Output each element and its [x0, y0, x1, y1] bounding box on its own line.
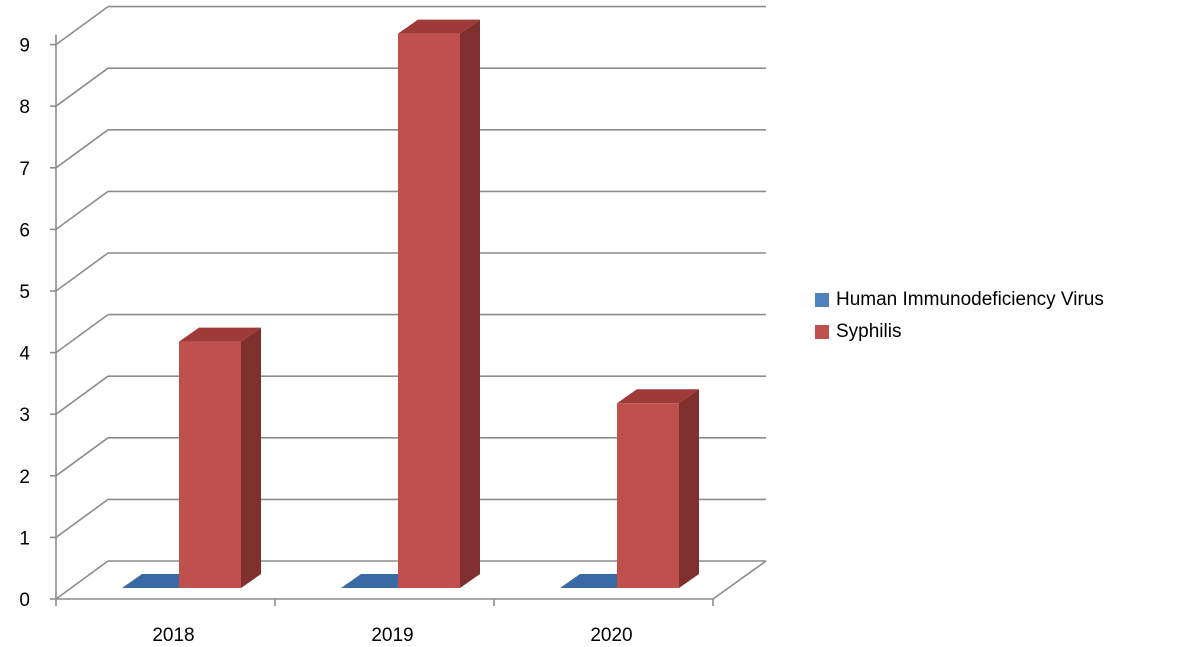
y-tick-label: 2 [19, 467, 30, 488]
bar-side [241, 327, 261, 588]
legend-swatch-syphilis [815, 325, 829, 339]
bar-side [460, 19, 480, 589]
y-tick-label: 7 [19, 159, 30, 180]
y-tick-label: 0 [19, 590, 30, 611]
x-tick-label: 2018 [152, 625, 194, 646]
bar-top [617, 389, 699, 404]
y-tick-label: 8 [19, 97, 30, 118]
y-tick-label: 6 [19, 220, 30, 241]
gridline-side [55, 375, 109, 415]
bar [617, 403, 679, 588]
x-tick-label: 2019 [371, 625, 413, 646]
bar [398, 33, 460, 589]
y-tick-label: 5 [19, 282, 30, 303]
legend-label-hiv: Human Immunodeficiency Virus [836, 289, 1104, 310]
gridline-side [55, 5, 109, 46]
bar-top [179, 327, 261, 342]
y-tick-label: 4 [19, 344, 30, 365]
gridline-side [55, 313, 109, 354]
floor-edge [712, 560, 767, 600]
x-tick-label: 2020 [590, 625, 632, 646]
gridline-side [55, 252, 109, 292]
legend-label-syphilis: Syphilis [836, 321, 902, 342]
gridline-side [55, 498, 109, 539]
bar-side [679, 389, 699, 588]
legend-swatch-hiv [815, 293, 829, 307]
gridline-side [55, 437, 109, 477]
gridline-side [55, 560, 109, 600]
bar-top [398, 19, 480, 34]
legend: Human Immunodeficiency Virus Syphilis [815, 284, 1104, 348]
legend-item-syphilis: Syphilis [815, 316, 1104, 348]
bar [179, 341, 241, 588]
y-tick-label: 3 [19, 405, 30, 426]
y-tick-label: 1 [19, 528, 30, 549]
gridline-side [55, 67, 109, 107]
gridline-side [55, 190, 109, 231]
gridline-side [55, 129, 109, 169]
y-tick-label: 9 [19, 36, 30, 57]
legend-item-hiv: Human Immunodeficiency Virus [815, 284, 1104, 316]
